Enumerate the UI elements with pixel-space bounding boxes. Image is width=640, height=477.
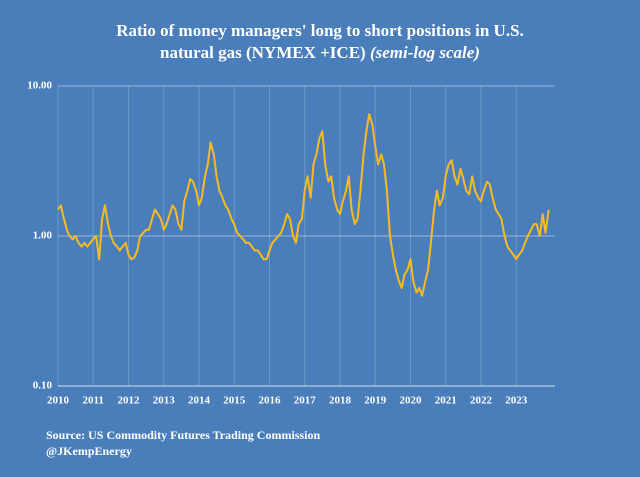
x-tick-label: 2012 (117, 395, 140, 407)
chart-title: natural gas (NYMEX +ICE) (160, 43, 366, 62)
y-tick-label: 1.00 (33, 230, 53, 242)
chart-title-note: (semi-log scale) (370, 43, 480, 62)
x-tick-label: 2022 (470, 395, 493, 407)
source: Source: US Commodity Futures Trading Com… (46, 428, 320, 442)
x-tick-label: 2021 (435, 395, 457, 407)
x-tick-label: 2011 (83, 395, 104, 407)
y-tick-label: 0.10 (33, 380, 53, 392)
x-tick-label: 2017 (294, 395, 317, 407)
x-tick-label: 2013 (153, 395, 176, 407)
x-tick-label: 2015 (223, 395, 246, 407)
x-tick-label: 2023 (505, 395, 528, 407)
x-tick-label: 2016 (258, 395, 281, 407)
credit: @JKempEnergy (46, 444, 132, 458)
x-tick-label: 2018 (329, 395, 352, 407)
x-tick-label: 2010 (47, 395, 70, 407)
y-tick-label: 10.00 (27, 80, 52, 92)
x-tick-label: 2014 (188, 395, 211, 407)
x-tick-label: 2019 (364, 395, 387, 407)
chart-title: Ratio of money managers' long to short p… (116, 21, 524, 40)
data-line (57, 113, 550, 297)
chart-title: natural gas (NYMEX +ICE) (semi-log scale… (160, 43, 480, 62)
x-tick-label: 2020 (399, 395, 422, 407)
